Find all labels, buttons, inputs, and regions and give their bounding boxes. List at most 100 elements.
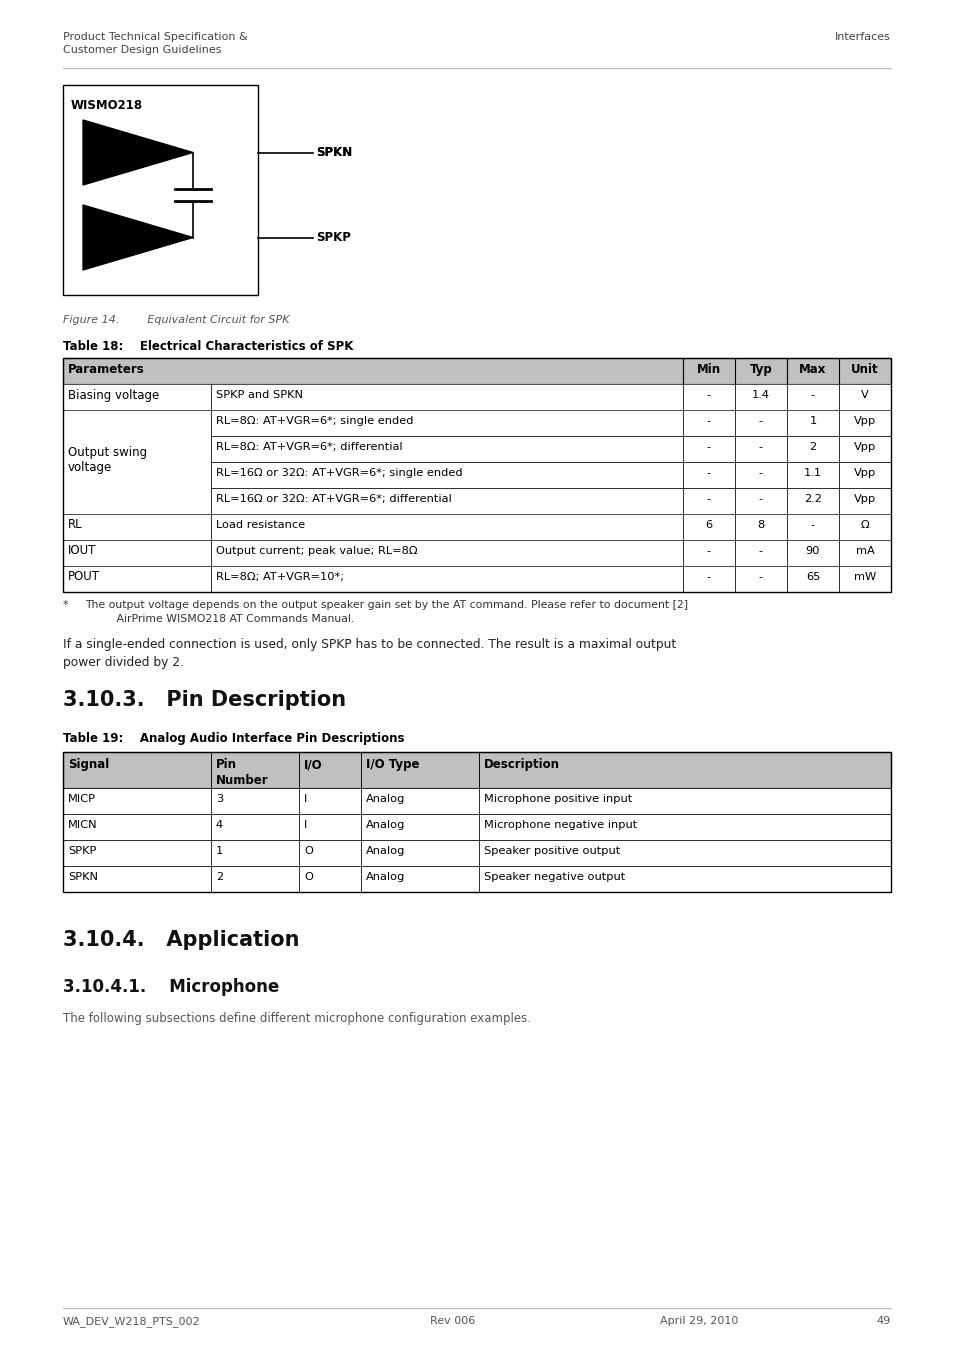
Text: 8: 8 [757, 520, 763, 531]
Text: Product Technical Specification &
Customer Design Guidelines: Product Technical Specification & Custom… [63, 32, 248, 55]
Bar [838, 566, 890, 593]
Bar [838, 514, 890, 540]
Text: *: * [63, 599, 69, 610]
Bar [786, 540, 838, 566]
Bar [63, 752, 890, 788]
Bar [786, 436, 838, 462]
Text: Analog: Analog [366, 846, 405, 856]
Text: -: - [706, 494, 710, 504]
Bar [211, 487, 682, 514]
Bar [478, 840, 890, 865]
Text: If a single-ended connection is used, only SPKP has to be connected. The result : If a single-ended connection is used, on… [63, 639, 676, 670]
Bar [682, 436, 734, 462]
Text: I/O Type: I/O Type [366, 757, 419, 771]
Text: I/O: I/O [304, 757, 322, 771]
Bar [360, 840, 478, 865]
Text: 2: 2 [808, 441, 816, 452]
Text: SPKN: SPKN [68, 872, 98, 882]
Bar [786, 462, 838, 487]
Text: -: - [759, 468, 762, 478]
Bar [211, 410, 682, 436]
Bar [682, 410, 734, 436]
Text: 90: 90 [805, 545, 820, 556]
Bar [211, 383, 682, 410]
Bar [298, 865, 360, 892]
Text: 2.2: 2.2 [803, 494, 821, 504]
Bar [63, 540, 890, 566]
Text: Output current; peak value; RL=8Ω: Output current; peak value; RL=8Ω [215, 545, 417, 556]
Text: WISMO218: WISMO218 [71, 99, 143, 112]
Text: -: - [706, 468, 710, 478]
Text: Microphone negative input: Microphone negative input [483, 819, 637, 830]
Text: O: O [304, 872, 313, 882]
Text: Speaker positive output: Speaker positive output [483, 846, 619, 856]
Text: Vpp: Vpp [853, 494, 875, 504]
Bar [786, 487, 838, 514]
Text: Typ: Typ [749, 363, 772, 377]
Text: Ω: Ω [860, 520, 868, 531]
Text: RL=8Ω; AT+VGR=10*;: RL=8Ω; AT+VGR=10*; [215, 572, 344, 582]
Bar [211, 566, 682, 593]
Text: mA: mA [855, 545, 874, 556]
Text: Speaker negative output: Speaker negative output [483, 872, 624, 882]
Bar [211, 514, 682, 540]
Bar [838, 540, 890, 566]
Bar [63, 840, 211, 865]
Text: RL=16Ω or 32Ω: AT+VGR=6*; single ended: RL=16Ω or 32Ω: AT+VGR=6*; single ended [215, 468, 462, 478]
Bar [734, 410, 786, 436]
Text: SPKN: SPKN [315, 146, 352, 159]
Text: Signal: Signal [68, 757, 110, 771]
Bar [734, 436, 786, 462]
Text: The output voltage depends on the output speaker gain set by the AT command. Ple: The output voltage depends on the output… [85, 599, 687, 624]
Bar [838, 487, 890, 514]
Text: -: - [759, 572, 762, 582]
Text: 3.10.4.1.    Microphone: 3.10.4.1. Microphone [63, 977, 279, 996]
Bar [360, 752, 478, 788]
Text: Vpp: Vpp [853, 468, 875, 478]
Text: Vpp: Vpp [853, 441, 875, 452]
Bar [211, 540, 682, 566]
Bar [63, 788, 211, 814]
Text: Figure 14.        Equivalent Circuit for SPK: Figure 14. Equivalent Circuit for SPK [63, 315, 289, 325]
Bar [211, 462, 682, 487]
Text: Description: Description [483, 757, 559, 771]
Bar [682, 383, 734, 410]
Text: SPKP: SPKP [315, 231, 351, 244]
Text: Max: Max [799, 363, 826, 377]
Bar [478, 752, 890, 788]
Bar [63, 752, 211, 788]
Bar [478, 865, 890, 892]
Text: SPKP: SPKP [68, 846, 96, 856]
Text: 65: 65 [805, 572, 820, 582]
Text: -: - [810, 390, 814, 400]
Text: RL=16Ω or 32Ω: AT+VGR=6*; differential: RL=16Ω or 32Ω: AT+VGR=6*; differential [215, 494, 452, 504]
Text: 1.1: 1.1 [803, 468, 821, 478]
Text: SPKN: SPKN [315, 146, 352, 159]
Bar [298, 814, 360, 840]
Text: 2: 2 [215, 872, 223, 882]
Bar [63, 566, 890, 593]
Text: RL=8Ω: AT+VGR=6*; single ended: RL=8Ω: AT+VGR=6*; single ended [215, 416, 413, 427]
Text: The following subsections define different microphone configuration examples.: The following subsections define differe… [63, 1012, 531, 1025]
Bar [786, 410, 838, 436]
Bar [63, 383, 890, 410]
Text: SPKP and SPKN: SPKP and SPKN [215, 390, 303, 400]
Text: 3.10.4.   Application: 3.10.4. Application [63, 930, 299, 950]
Text: Analog: Analog [366, 819, 405, 830]
Text: mW: mW [853, 572, 875, 582]
Text: Analog: Analog [366, 794, 405, 805]
Bar [682, 566, 734, 593]
Text: 3.10.3.   Pin Description: 3.10.3. Pin Description [63, 690, 346, 710]
Bar [734, 566, 786, 593]
Bar [63, 358, 890, 593]
Bar [682, 487, 734, 514]
Bar [298, 840, 360, 865]
Bar [838, 462, 890, 487]
Text: -: - [706, 390, 710, 400]
Bar [734, 487, 786, 514]
Bar [734, 540, 786, 566]
Bar [786, 566, 838, 593]
Text: Biasing voltage: Biasing voltage [68, 389, 159, 401]
Bar [838, 410, 890, 436]
Polygon shape [83, 120, 193, 185]
